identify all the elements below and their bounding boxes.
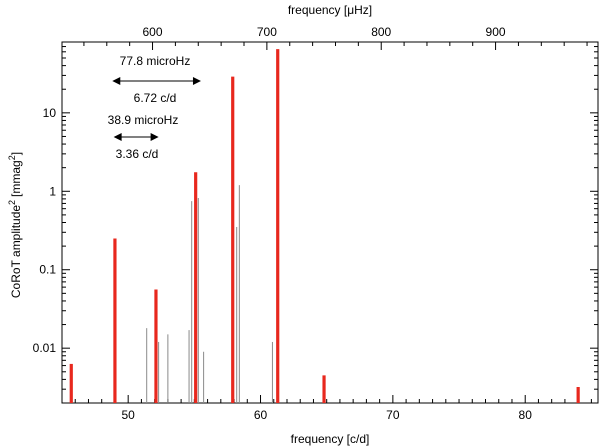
y-tick-label: 1 — [49, 184, 56, 198]
annot-6-72-label: 6.72 c/d — [134, 91, 177, 105]
annot-upper-arrowhead-right — [192, 77, 201, 85]
y-tick-label: 10 — [43, 106, 57, 120]
annot-3-36-label: 3.36 c/d — [116, 147, 159, 161]
top-tick-label: 700 — [257, 25, 277, 39]
red-series — [69, 49, 580, 403]
x-tick-label: 60 — [254, 408, 268, 422]
annot-lower-arrowhead-right — [150, 133, 159, 141]
y-tick-label: 0.1 — [39, 263, 56, 277]
axis-ticks — [61, 41, 598, 404]
x-tick-label: 80 — [519, 408, 533, 422]
gray-series — [146, 185, 273, 403]
annot-lower-arrowhead-left — [113, 133, 122, 141]
y-axis-title: CoRoT amplitude2[mmag2] — [7, 152, 23, 298]
top-tick-label: 800 — [371, 25, 391, 39]
top-tick-label: 900 — [486, 25, 506, 39]
x-tick-label: 50 — [121, 408, 135, 422]
x-tick-label: 70 — [386, 408, 400, 422]
top-tick-label: 600 — [143, 25, 163, 39]
x-axis-title: frequency [c/d] — [291, 432, 370, 446]
annot-77-8-label: 77.8 microHz — [120, 54, 191, 68]
annot-38-9-label: 38.9 microHz — [108, 113, 179, 127]
y-tick-label: 0.01 — [33, 341, 57, 355]
top-axis-title: frequency [μHz] — [288, 3, 372, 17]
tick-labels: 50 60 70 80 600 700 800 900 0.01 0.1 1 10 — [33, 25, 533, 422]
annot-upper-arrowhead-left — [112, 77, 121, 85]
